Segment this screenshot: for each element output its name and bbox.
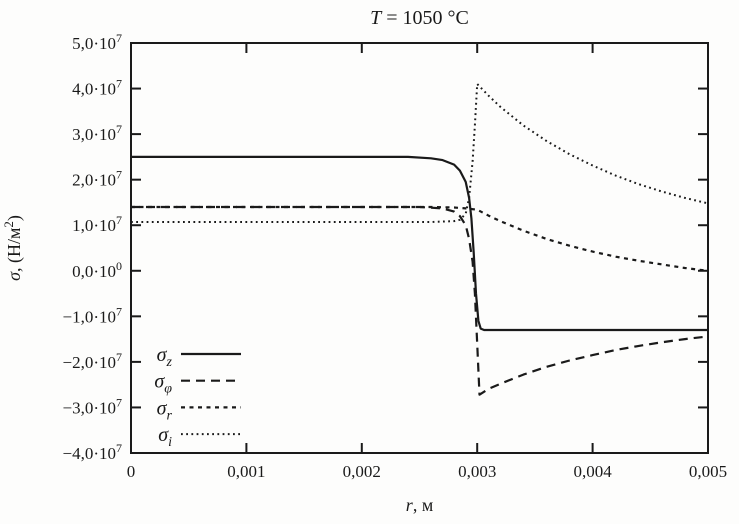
x-axis-label: r, м [406,495,433,515]
legend-entry-sigma-i: σi [158,424,241,450]
plot-frame [130,42,709,454]
series-sigma-phi [131,205,709,396]
x-tick-label: 0,001 [227,462,265,481]
legend-label-sigma-r: σr [157,397,173,423]
y-tick-label: 3,0·107 [72,122,122,144]
series-sigma-r [131,205,709,272]
series-lines [131,83,709,396]
chart-title-group: T = 1050 °C [370,7,469,29]
y-tick-label: 5,0·107 [72,31,122,53]
x-tick-label: 0 [127,462,136,481]
legend-label-sigma-z: σz [157,344,173,370]
series-sigma-z [131,155,708,332]
y-tick-label: 0,0·100 [72,259,122,281]
y-tick-label: −2,0·107 [63,350,123,372]
series-sigma-i [131,83,709,223]
y-tick-label: −4,0·107 [63,441,123,463]
legend-entry-sigma-phi: σφ [154,371,241,397]
y-tick-label: 2,0·107 [72,168,122,190]
legend-entry-sigma-z: σz [157,344,241,370]
x-tick-label: 0,002 [343,462,381,481]
x-tick-label: 0,004 [573,462,612,481]
legend-label-sigma-i: σi [158,424,172,450]
axis-labels: 0 0,001 0,002 0,003 0,004 0,005 5,0·107 4,0·107… [1,31,727,515]
y-tick-label: 4,0·107 [72,77,122,99]
x-tick-label: 0,005 [689,462,727,481]
y-tick-label: −1,0·107 [63,304,123,326]
y-tick-label: 1,0·107 [72,213,122,235]
legend-entry-sigma-r: σr [157,397,241,423]
legend-label-sigma-phi: σφ [154,371,172,397]
x-tick-label: 0,003 [458,462,496,481]
axis-ticks [130,42,709,454]
chart-title: T = 1050 °C [370,7,469,29]
y-tick-label: −3,0·107 [63,395,123,417]
plot-border [130,42,709,454]
y-axis-label: σ, (Н/м2) [1,215,25,281]
